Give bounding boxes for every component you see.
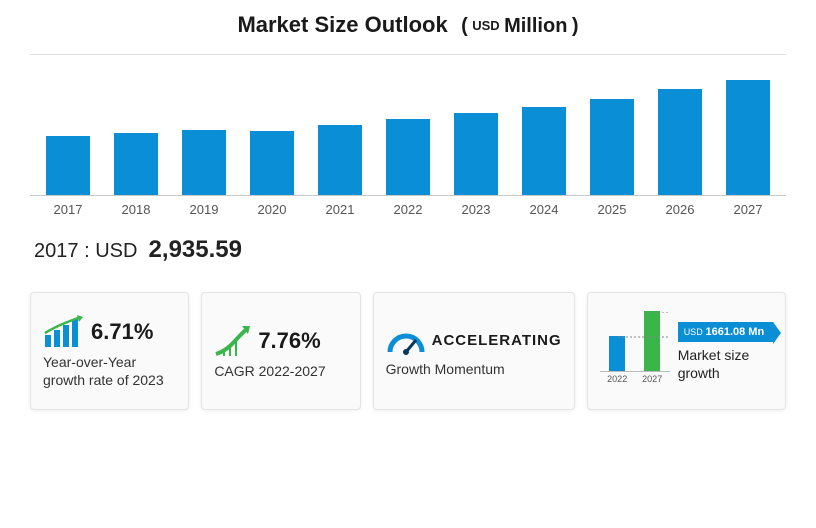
bar-col <box>106 55 166 195</box>
delta-line-overlay <box>600 312 670 392</box>
cagr-label: CAGR 2022-2027 <box>214 362 347 380</box>
bar <box>590 99 634 195</box>
growth-card: 20222027 USD 1661.08 Mn Market size grow… <box>587 292 786 410</box>
bar-col <box>446 55 506 195</box>
bar-col <box>514 55 574 195</box>
bar <box>726 80 770 195</box>
x-axis-label: 2025 <box>582 202 642 217</box>
baseline-currency: USD <box>95 240 137 262</box>
growth-delta-banner: USD 1661.08 Mn <box>678 322 773 342</box>
x-axis-label: 2022 <box>378 202 438 217</box>
infographic-container: Market Size Outlook ( USD Million ) 2017… <box>0 0 816 430</box>
bar <box>114 133 158 195</box>
chart-title-unit: ( USD Million ) <box>452 15 578 38</box>
chart-title-main: Market Size Outlook <box>237 12 447 37</box>
mini-bar-chart: 20222027 <box>600 312 670 392</box>
bar-chart: 2017 2018 2019 2020 2021 2022 2023 2024 2025 2026… <box>30 54 786 222</box>
x-axis-label: 2021 <box>310 202 370 217</box>
bar <box>386 119 430 195</box>
x-axis-label: 2023 <box>446 202 506 217</box>
baseline-value-row: 2017 : USD 2,935.59 <box>30 236 786 264</box>
bar <box>318 125 362 195</box>
bar-col <box>38 55 98 195</box>
bar-col <box>242 55 302 195</box>
growth-label: Market size growth <box>678 346 773 382</box>
momentum-value: ACCELERATING <box>432 332 562 349</box>
yoy-label: Year-over-Year growth rate of 2023 <box>43 353 176 389</box>
yoy-card: 6.71% Year-over-Year growth rate of 2023 <box>30 292 189 410</box>
chart-title-row: Market Size Outlook ( USD Million ) <box>30 12 786 38</box>
bar-col <box>718 55 778 195</box>
x-axis-label: 2020 <box>242 202 302 217</box>
x-axis-label: 2019 <box>174 202 234 217</box>
cagr-card: 7.76% CAGR 2022-2027 <box>201 292 360 410</box>
bar <box>182 130 226 195</box>
gauge-icon <box>386 326 426 356</box>
bar-col <box>650 55 710 195</box>
cagr-value: 7.76% <box>258 328 320 354</box>
bar-col <box>378 55 438 195</box>
bar-col <box>582 55 642 195</box>
baseline-value: 2,935.59 <box>149 236 242 263</box>
x-axis-label: 2026 <box>650 202 710 217</box>
x-axis-label: 2024 <box>514 202 574 217</box>
bar-col <box>174 55 234 195</box>
bar <box>454 113 498 195</box>
bar-col <box>310 55 370 195</box>
growth-delta-value: 1661.08 Mn <box>705 326 764 338</box>
x-axis-label: 2017 <box>38 202 98 217</box>
momentum-card: ACCELERATING Growth Momentum <box>373 292 575 410</box>
bar <box>250 131 294 195</box>
bar <box>46 136 90 195</box>
growth-arrow-icon <box>214 324 252 358</box>
bar-trend-icon <box>43 315 85 349</box>
bar <box>658 89 702 195</box>
bar <box>522 107 566 195</box>
momentum-label-text: Growth Momentum <box>386 360 562 378</box>
stat-cards-row: 6.71% Year-over-Year growth rate of 2023… <box>30 292 786 410</box>
baseline-year: 2017 <box>34 240 79 262</box>
x-axis-label: 2018 <box>106 202 166 217</box>
yoy-value: 6.71% <box>91 319 153 345</box>
x-axis-label: 2027 <box>718 202 778 217</box>
